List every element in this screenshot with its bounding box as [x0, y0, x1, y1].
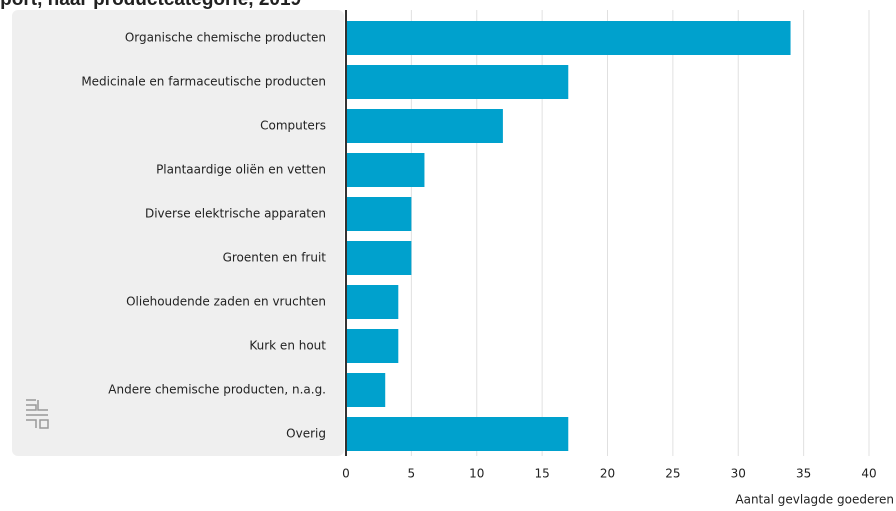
- x-tick-label: 25: [665, 467, 680, 481]
- x-tick-label: 20: [600, 467, 615, 481]
- y-tick-label: Andere chemische producten, n.a.g.: [108, 383, 326, 397]
- bar: [346, 241, 412, 275]
- x-tick-label: 10: [469, 467, 484, 481]
- bar: [346, 373, 386, 407]
- x-tick-label: 5: [408, 467, 416, 481]
- x-tick-label: 15: [534, 467, 549, 481]
- y-tick-label: Computers: [260, 119, 326, 133]
- y-tick-label: Kurk en hout: [249, 339, 326, 353]
- chart-title: Import, naar productcategorie, 2019: [0, 0, 301, 10]
- label-panel: [12, 10, 344, 456]
- bar: [346, 21, 791, 55]
- y-tick-label: Plantaardige oliën en vetten: [156, 163, 326, 177]
- bar: [346, 65, 569, 99]
- x-tick-label: 35: [796, 467, 811, 481]
- x-tick-label: 0: [342, 467, 350, 481]
- y-tick-label: Oliehoudende zaden en vruchten: [126, 295, 326, 309]
- y-tick-label: Overig: [286, 427, 326, 441]
- bar: [346, 197, 412, 231]
- bar: [346, 417, 569, 451]
- bar: [346, 109, 503, 143]
- x-tick-label: 30: [731, 467, 746, 481]
- x-tick-label: 40: [861, 467, 876, 481]
- bar: [346, 285, 399, 319]
- x-axis-label: Aantal gevlagde goederen: [735, 493, 894, 507]
- bar: [346, 153, 425, 187]
- y-tick-label: Organische chemische producten: [125, 31, 326, 45]
- y-tick-label: Diverse elektrische apparaten: [145, 207, 326, 221]
- y-tick-label: Groenten en fruit: [223, 251, 327, 265]
- bar: [346, 329, 399, 363]
- logo: [26, 399, 49, 429]
- y-tick-label: Medicinale en farmaceutische producten: [81, 75, 326, 89]
